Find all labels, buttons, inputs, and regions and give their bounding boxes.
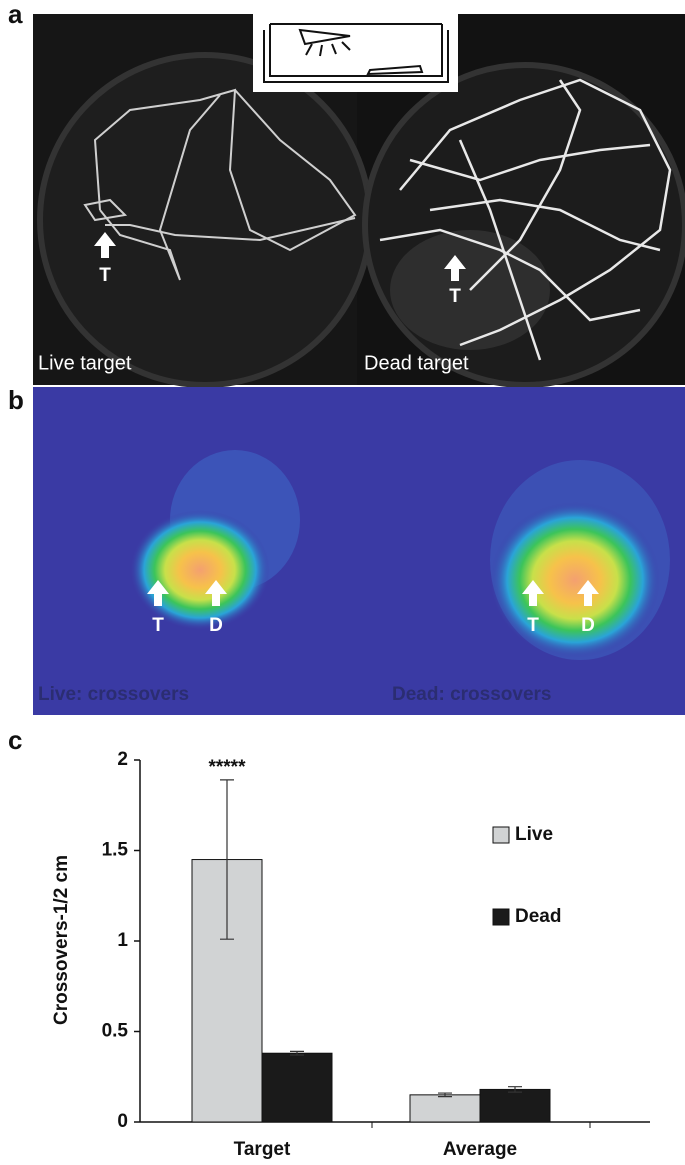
x-tick-label: Target [234,1139,291,1160]
marker: D [581,615,595,636]
marker: T [99,265,111,286]
trajectory [379,78,672,361]
arena [37,52,373,388]
caption: Dead target [364,352,469,374]
y-tick-label: 1.5 [102,840,129,861]
error-bar [508,1086,522,1093]
marker: T [449,286,461,307]
caption: Dead: crossovers [392,684,551,705]
marker: D [209,615,223,636]
trajectory [83,88,357,281]
arrow [94,232,466,281]
marker: T [152,615,164,636]
bar [479,1088,551,1123]
x-tick-label: Average [443,1139,517,1160]
arrow [147,580,599,606]
inset [253,14,458,92]
inset-schematic [263,23,449,83]
arena [362,62,685,388]
error-bar [290,1050,304,1056]
y-axis-label: Crossovers-1/2 cm [51,855,72,1025]
y-tick-label: 1 [117,930,128,951]
error-bar [220,779,234,940]
y-tick-label: 0 [117,1111,128,1132]
marker: T [527,615,539,636]
legend-label: Dead [515,906,561,927]
caption: Live: crossovers [38,684,189,705]
y-tick-label: 0.5 [102,1021,129,1042]
annotation: ***** [209,757,247,778]
y-tick-label: 2 [117,749,128,770]
legend-swatch [492,826,510,844]
error-bar [438,1092,452,1098]
panel-label: c [8,725,22,755]
heat-blob [130,450,670,660]
legend-label: Live [515,824,553,845]
panel-label: a [8,0,23,29]
legend-swatch [492,908,510,926]
bar [409,1094,481,1123]
panel-label: b [8,385,24,415]
caption: Live target [38,352,132,374]
bar [261,1052,333,1123]
